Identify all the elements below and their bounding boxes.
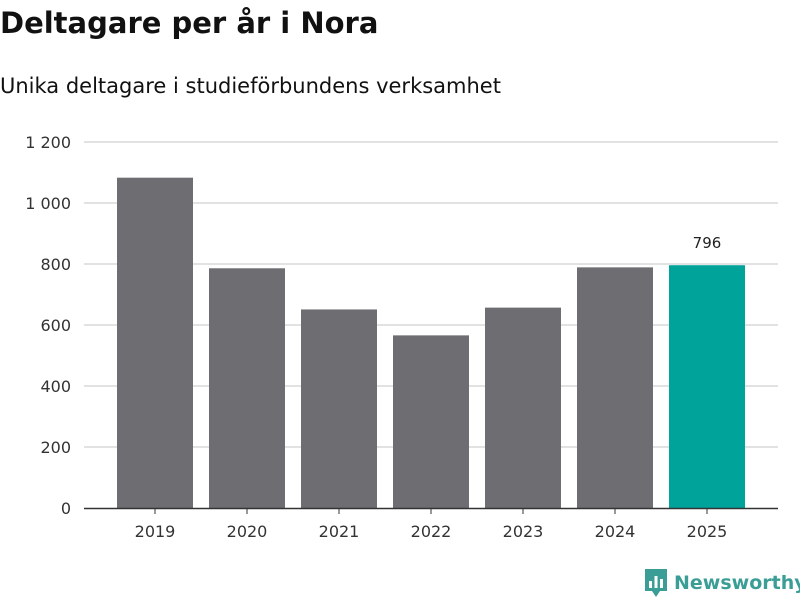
data-labels: 796 bbox=[693, 234, 722, 252]
chart-subtitle: Unika deltagare i studieförbundens verks… bbox=[0, 74, 501, 98]
newsworthy-chart-icon bbox=[645, 569, 667, 597]
bar-2022 bbox=[393, 335, 469, 508]
bars bbox=[117, 177, 745, 508]
x-tick-label-2022: 2022 bbox=[411, 522, 452, 541]
y-tick-label: 800 bbox=[40, 255, 71, 274]
y-tick-label: 200 bbox=[40, 438, 71, 457]
x-tick-label-2019: 2019 bbox=[135, 522, 176, 541]
x-axis-tick-labels: 2019 2020 2021 2022 2023 2024 2025 bbox=[135, 508, 728, 541]
y-tick-label: 1 200 bbox=[25, 133, 71, 152]
y-axis-tick-labels: 0 200 400 600 800 1 000 1 200 bbox=[25, 133, 71, 518]
bar-2023 bbox=[485, 307, 561, 508]
bar-2019 bbox=[117, 177, 193, 508]
x-tick-label-2024: 2024 bbox=[595, 522, 636, 541]
y-tick-label: 400 bbox=[40, 377, 71, 396]
bar-2024 bbox=[577, 267, 653, 508]
y-tick-label: 0 bbox=[61, 499, 71, 518]
data-label-2025: 796 bbox=[693, 234, 722, 252]
x-tick-label-2021: 2021 bbox=[319, 522, 360, 541]
y-tick-label: 1 000 bbox=[25, 194, 71, 213]
x-tick-label-2020: 2020 bbox=[227, 522, 268, 541]
y-tick-label: 600 bbox=[40, 316, 71, 335]
x-tick-label-2023: 2023 bbox=[503, 522, 544, 541]
bar-2025 bbox=[669, 265, 745, 508]
newsworthy-logo-text: Newsworthy bbox=[674, 572, 800, 594]
x-tick-label-2025: 2025 bbox=[687, 522, 728, 541]
newsworthy-logo: Newsworthy bbox=[644, 568, 800, 598]
bar-2021 bbox=[301, 309, 377, 508]
bar-2020 bbox=[209, 268, 285, 508]
chart-title: Deltagare per år i Nora bbox=[0, 6, 379, 40]
